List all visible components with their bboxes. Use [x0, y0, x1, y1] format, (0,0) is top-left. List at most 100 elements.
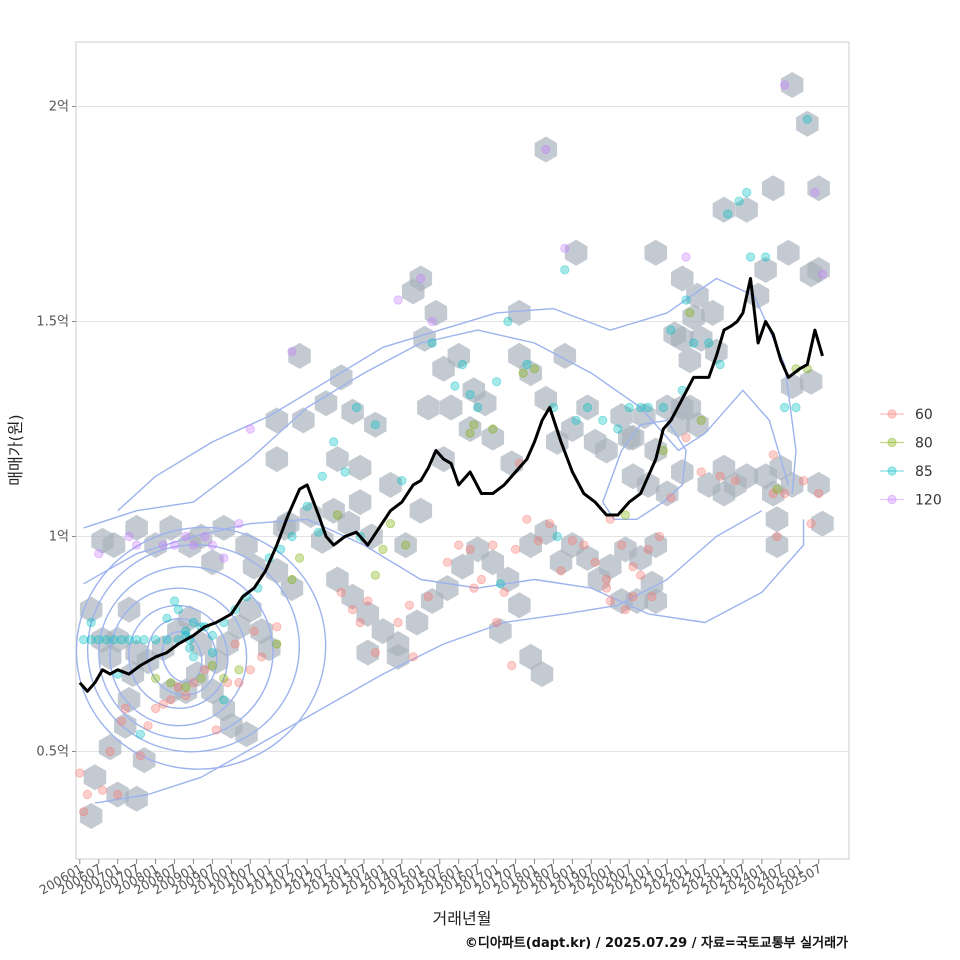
data-point-85 [162, 635, 172, 645]
hexbin [762, 175, 785, 202]
data-point-60 [116, 716, 127, 727]
data-point-120 [188, 540, 199, 550]
data-point-60 [768, 450, 778, 460]
hexbin [125, 639, 148, 666]
hexbin [364, 411, 387, 438]
hexbin [671, 325, 694, 352]
data-point-85 [169, 596, 180, 606]
hexbin [534, 385, 558, 412]
data-point-120 [427, 316, 437, 327]
hexbin [780, 72, 804, 98]
hexbin [561, 416, 584, 442]
data-point-80 [488, 424, 498, 434]
hexbin [686, 282, 709, 309]
hexbin [807, 256, 830, 283]
hexbin [735, 196, 758, 223]
hexbin [458, 416, 482, 442]
data-point-85 [302, 501, 312, 511]
data-point-60 [605, 596, 615, 606]
hexbin [807, 175, 830, 202]
data-point-120 [810, 187, 820, 198]
data-point-60 [507, 660, 517, 671]
legend-label-60: 60 [915, 407, 933, 423]
data-point-60 [336, 587, 346, 598]
data-point-60 [628, 592, 638, 602]
data-point-120 [94, 549, 104, 559]
data-point-80 [658, 445, 668, 456]
hexbin [610, 403, 633, 430]
data-point-80 [401, 540, 411, 550]
legend-key-85 [887, 466, 897, 476]
data-point-60 [533, 536, 543, 546]
data-point-85 [124, 635, 134, 645]
hexbin [682, 304, 705, 331]
data-point-85 [188, 617, 199, 628]
data-point-60 [257, 652, 267, 662]
hexbin [474, 390, 497, 417]
hexbin [265, 407, 289, 434]
y-axis-title: 매매가(원) [6, 414, 25, 485]
hexbin [576, 545, 599, 571]
data-point-85 [135, 729, 146, 739]
data-point-80 [294, 553, 305, 563]
plot-panel [75, 41, 850, 860]
data-point-80 [196, 673, 206, 684]
y-tick-label: 1.5억 [36, 315, 69, 330]
hexbin [508, 342, 531, 369]
data-point-85 [116, 635, 127, 645]
data-point-60 [78, 807, 89, 817]
data-point-60 [363, 596, 373, 606]
data-point-80 [272, 639, 282, 649]
data-point-85 [723, 209, 733, 219]
legend-label-80: 80 [915, 436, 933, 452]
y-axis: 0.5억 1억 1.5억 2억 [36, 100, 76, 760]
data-point-60 [173, 682, 183, 692]
data-point-85 [317, 471, 327, 481]
hexbin [91, 626, 114, 653]
legend: 60 80 85 120 [880, 407, 942, 509]
data-point-60 [681, 432, 691, 443]
x-axis-title: 거래년월 [433, 909, 492, 928]
data-point-60 [601, 574, 612, 585]
hexbin [239, 596, 262, 623]
data-point-120 [817, 269, 828, 279]
hexbin [405, 609, 429, 636]
data-point-80 [207, 660, 218, 671]
legend-key-120 [887, 494, 897, 505]
data-point-60 [465, 544, 475, 555]
data-point-80 [385, 518, 396, 529]
data-point-85 [313, 527, 324, 537]
data-point-120 [416, 273, 426, 284]
data-point-80 [465, 428, 475, 438]
data-point-60 [779, 488, 790, 499]
hexbin [439, 394, 463, 421]
hexbin [235, 532, 258, 559]
hexbin [98, 734, 122, 761]
caption: ©디아파트(dapt.kr) / 2025.07.29 / 자료=국토교통부 실… [465, 935, 848, 951]
data-point-85 [582, 402, 593, 413]
hexbin [549, 549, 573, 576]
data-point-80 [332, 510, 343, 520]
hexbin [417, 394, 440, 421]
data-point-85 [598, 415, 608, 425]
data-point-60 [188, 678, 199, 688]
density-contour [83, 329, 790, 529]
data-point-85 [351, 402, 362, 413]
hexbin [678, 347, 702, 374]
hexbin [576, 394, 599, 421]
data-point-60 [211, 725, 221, 735]
hexbin [644, 239, 667, 266]
hexbin [91, 527, 114, 554]
hexbin [489, 618, 512, 645]
hexbin [174, 678, 198, 705]
data-point-60 [590, 557, 600, 567]
data-point-60 [545, 518, 555, 529]
hexbin [735, 463, 758, 490]
data-point-60 [423, 592, 433, 602]
hexbin [83, 764, 107, 791]
hexbin [379, 471, 402, 498]
data-point-85 [624, 402, 634, 413]
data-point-60 [617, 540, 627, 550]
data-point-85 [370, 420, 380, 430]
data-point-85 [715, 359, 725, 370]
